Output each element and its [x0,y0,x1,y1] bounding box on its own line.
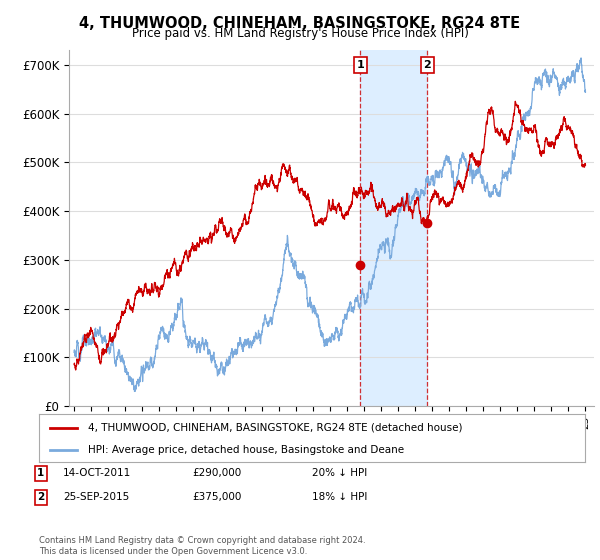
Text: Price paid vs. HM Land Registry's House Price Index (HPI): Price paid vs. HM Land Registry's House … [131,27,469,40]
Text: 4, THUMWOOD, CHINEHAM, BASINGSTOKE, RG24 8TE: 4, THUMWOOD, CHINEHAM, BASINGSTOKE, RG24… [79,16,521,31]
Text: HPI: Average price, detached house, Basingstoke and Deane: HPI: Average price, detached house, Basi… [88,445,404,455]
Text: 20% ↓ HPI: 20% ↓ HPI [312,468,367,478]
Bar [361,50,427,406]
Text: £375,000: £375,000 [192,492,241,502]
Text: 14-OCT-2011: 14-OCT-2011 [63,468,131,478]
Text: 2: 2 [424,60,431,70]
Text: 25-SEP-2015: 25-SEP-2015 [63,492,129,502]
Text: 2: 2 [37,492,44,502]
Text: £290,000: £290,000 [192,468,241,478]
Text: 1: 1 [37,468,44,478]
Text: 1: 1 [356,60,364,70]
Text: Contains HM Land Registry data © Crown copyright and database right 2024.
This d: Contains HM Land Registry data © Crown c… [39,536,365,556]
Text: 18% ↓ HPI: 18% ↓ HPI [312,492,367,502]
Text: 4, THUMWOOD, CHINEHAM, BASINGSTOKE, RG24 8TE (detached house): 4, THUMWOOD, CHINEHAM, BASINGSTOKE, RG24… [88,423,463,433]
